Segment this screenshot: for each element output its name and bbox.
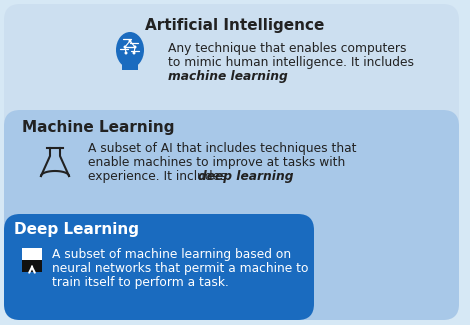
FancyBboxPatch shape — [4, 214, 314, 320]
Text: Machine Learning: Machine Learning — [22, 120, 174, 135]
Circle shape — [125, 51, 127, 55]
Text: A subset of AI that includes techniques that: A subset of AI that includes techniques … — [88, 142, 357, 155]
FancyBboxPatch shape — [4, 4, 459, 320]
Text: Deep Learning: Deep Learning — [14, 222, 139, 237]
Text: to mimic human intelligence. It includes: to mimic human intelligence. It includes — [168, 56, 414, 69]
Text: experience. It includes: experience. It includes — [88, 170, 230, 183]
Bar — [122, 60, 138, 70]
Circle shape — [128, 40, 132, 43]
Text: machine learning: machine learning — [168, 70, 288, 83]
Circle shape — [124, 46, 126, 48]
Text: deep learning: deep learning — [198, 170, 293, 183]
Text: Artificial Intelligence: Artificial Intelligence — [145, 18, 325, 33]
Text: enable machines to improve at tasks with: enable machines to improve at tasks with — [88, 156, 345, 169]
Text: neural networks that permit a machine to: neural networks that permit a machine to — [52, 262, 308, 275]
Ellipse shape — [116, 32, 144, 68]
Bar — [22, 260, 42, 272]
Text: Any technique that enables computers: Any technique that enables computers — [168, 42, 407, 55]
Bar — [22, 248, 42, 260]
Text: A subset of machine learning based on: A subset of machine learning based on — [52, 248, 291, 261]
FancyBboxPatch shape — [4, 110, 459, 320]
Circle shape — [133, 51, 135, 55]
Text: train itself to perform a task.: train itself to perform a task. — [52, 276, 229, 289]
Circle shape — [133, 46, 136, 48]
